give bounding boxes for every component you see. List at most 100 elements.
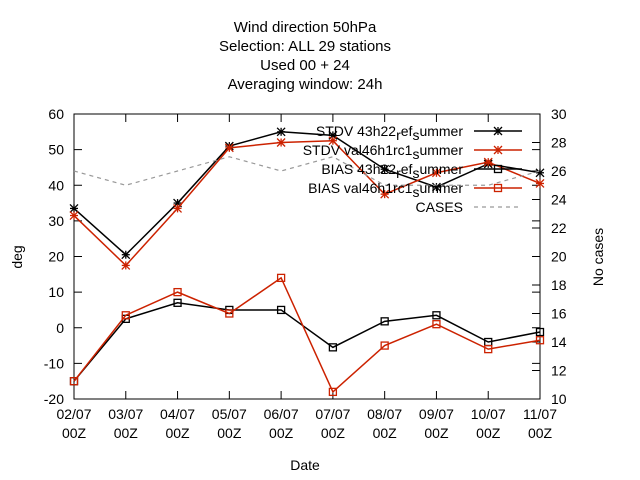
data-point bbox=[173, 287, 182, 297]
marker-stroke bbox=[380, 164, 390, 174]
y2-axis-label: No cases bbox=[590, 228, 606, 286]
y2-tick-label: 20 bbox=[551, 249, 567, 265]
x-tick-label: 00Z bbox=[424, 425, 449, 441]
marker-stroke bbox=[431, 182, 441, 192]
legend-label-part: CASES bbox=[416, 199, 463, 215]
data-point bbox=[432, 320, 441, 329]
title-line: Averaging window: 24h bbox=[228, 76, 383, 93]
series-line bbox=[73, 276, 541, 394]
title-line: Used 00 + 24 bbox=[260, 57, 350, 74]
marker-stroke bbox=[69, 211, 79, 220]
marker-stroke bbox=[483, 157, 493, 167]
x-tick-label: 00Z bbox=[165, 425, 190, 441]
legend-label-part: ef bbox=[401, 123, 413, 139]
series-line bbox=[73, 139, 541, 267]
y2-tick-label: 16 bbox=[551, 306, 567, 322]
y2-tick-label: 30 bbox=[551, 106, 567, 122]
marker-stroke bbox=[493, 126, 503, 136]
y2-tick-label: 12 bbox=[551, 363, 567, 379]
x-tick-label: 09/07 bbox=[419, 406, 454, 422]
data-point bbox=[69, 211, 79, 220]
marker-stroke bbox=[173, 203, 183, 213]
legend-label-part: s bbox=[412, 127, 419, 143]
legend-marker bbox=[493, 183, 503, 193]
legend-marker bbox=[493, 126, 503, 136]
y-tick-label: -10 bbox=[44, 355, 64, 371]
legend-label: CASES bbox=[416, 199, 463, 215]
x-tick-label: 00Z bbox=[321, 425, 346, 441]
legend-label-part: s bbox=[412, 184, 419, 200]
legend-label-part: s bbox=[412, 165, 419, 181]
legend-label-part: ummer bbox=[419, 142, 463, 158]
series-1 bbox=[69, 136, 545, 270]
series-layer bbox=[69, 127, 545, 397]
title-line: Wind direction 50hPa bbox=[234, 19, 377, 36]
marker-stroke bbox=[121, 250, 131, 260]
data-point bbox=[431, 182, 441, 192]
data-point bbox=[121, 250, 131, 260]
legend-entry: CASES bbox=[416, 199, 522, 215]
y-tick-label: 60 bbox=[48, 106, 64, 122]
y-tick-label: 10 bbox=[48, 284, 64, 300]
x-tick-label: 00Z bbox=[62, 425, 87, 441]
data-point bbox=[380, 189, 390, 199]
x-tick-label: 00Z bbox=[114, 425, 139, 441]
x-tick-label: 06/07 bbox=[264, 406, 299, 422]
x-tick-label: 07/07 bbox=[315, 406, 350, 422]
data-point bbox=[328, 136, 338, 146]
x-tick-label: 03/07 bbox=[108, 406, 143, 422]
x-axis-label: Date bbox=[290, 457, 320, 473]
data-point bbox=[535, 336, 545, 345]
y2-tick-label: 10 bbox=[551, 391, 567, 407]
data-point bbox=[224, 143, 234, 153]
data-point bbox=[431, 168, 441, 178]
data-point bbox=[535, 327, 545, 337]
x-tick-label: 04/07 bbox=[160, 406, 195, 422]
legend-label-part: STDV 43h22 bbox=[316, 123, 396, 139]
legend-label-part: BIAS 43h22 bbox=[321, 161, 396, 177]
series-line bbox=[73, 131, 541, 256]
legend-label-part: ummer bbox=[419, 123, 463, 139]
legend-label-part: r bbox=[396, 165, 401, 181]
data-point bbox=[225, 309, 234, 318]
y-axis-label: deg bbox=[9, 245, 25, 268]
chart-title: Wind direction 50hPa Selection: ALL 29 st… bbox=[219, 19, 391, 93]
marker-stroke bbox=[276, 127, 286, 137]
legend-entry: BIAS val46h1rc1summer bbox=[308, 180, 522, 200]
data-point bbox=[173, 298, 182, 307]
data-point bbox=[69, 377, 79, 386]
marker-stroke bbox=[493, 145, 503, 155]
data-point bbox=[483, 157, 493, 167]
data-point bbox=[432, 311, 441, 320]
legend-marker bbox=[493, 145, 503, 155]
legend-entry: STDV val46h1rc1summer bbox=[303, 142, 522, 162]
legend-label: BIAS val46h1rc1summer bbox=[308, 180, 463, 200]
marker-stroke bbox=[121, 260, 131, 270]
marker-stroke bbox=[69, 203, 79, 213]
data-point bbox=[276, 127, 286, 137]
data-point bbox=[484, 344, 493, 354]
legend-label-part: s bbox=[412, 146, 419, 162]
series-line bbox=[73, 156, 541, 186]
data-point bbox=[69, 203, 79, 213]
legend-label: STDV val46h1rc1summer bbox=[303, 142, 464, 162]
series-3 bbox=[69, 273, 545, 397]
x-tick-label: 00Z bbox=[269, 425, 294, 441]
legend-label-part: ef bbox=[401, 161, 413, 177]
legend-label-part: BIAS val46h1rc1 bbox=[308, 180, 412, 196]
y2-tick-label: 28 bbox=[551, 135, 567, 151]
legend-label-part: ummer bbox=[419, 161, 463, 177]
data-point bbox=[328, 387, 338, 397]
axis-ticks: -20 -10 0 10 20 30 40 50 60 10 12 14 16 18 20 22 24 26 28 3… bbox=[44, 106, 567, 441]
x-tick-label: 00Z bbox=[217, 425, 242, 441]
title-line: Selection: ALL 29 stations bbox=[219, 38, 391, 55]
legend-label-part: STDV val46h1rc1 bbox=[303, 142, 413, 158]
data-point bbox=[276, 273, 286, 283]
y2-tick-label: 26 bbox=[551, 163, 567, 179]
data-point bbox=[380, 341, 389, 350]
data-point bbox=[535, 168, 545, 178]
legend-label-part: ummer bbox=[419, 180, 463, 196]
data-point bbox=[121, 311, 130, 320]
